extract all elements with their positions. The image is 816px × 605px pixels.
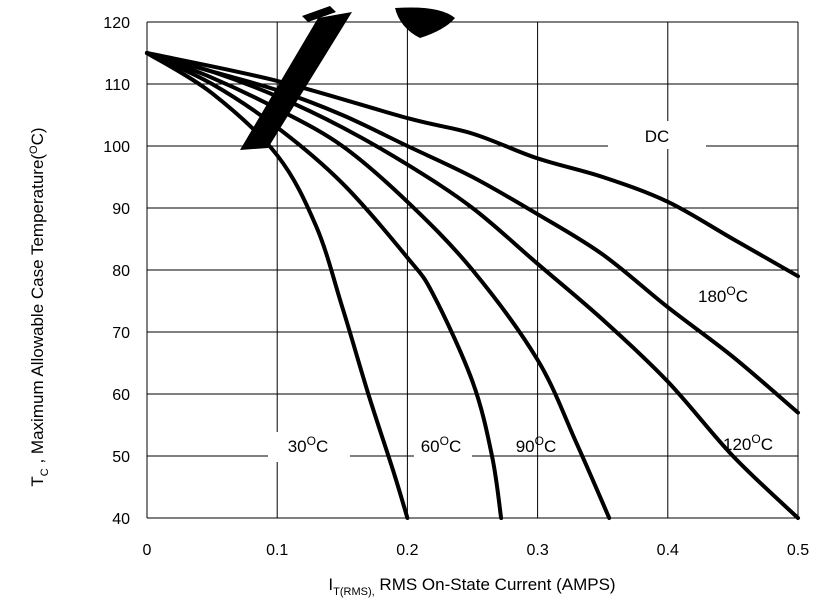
- series-curve-3: [145, 51, 612, 520]
- tick-labels: 0 0.1 0.2 0.3 0.4 0.5 40 50 60 70 80 90 100 110 120: [103, 15, 809, 559]
- x-axis-label: IT(RMS), RMS On-State Current (AMPS): [328, 575, 615, 598]
- series-curves: [145, 51, 800, 520]
- curve-label-t60: 60OC: [421, 434, 462, 456]
- y-axis-label: TC , Maximum Allowable Case Temperature(…: [28, 127, 51, 486]
- y-tick-label: 40: [112, 511, 130, 528]
- y-tick-label: 80: [112, 263, 130, 280]
- watermark-shape: [240, 6, 455, 150]
- series-curve-0: [145, 51, 800, 279]
- x-tick-label: 0.5: [787, 542, 809, 559]
- y-tick-label: 70: [112, 325, 130, 342]
- x-tick-label: 0.1: [266, 542, 288, 559]
- x-tick-label: 0.3: [526, 542, 548, 559]
- curve-label-t30: 30OC: [288, 434, 329, 456]
- x-tick-label: 0.4: [657, 542, 679, 559]
- label-background: [414, 432, 472, 462]
- y-tick-label: 110: [104, 77, 130, 94]
- curve-label-dc: DC: [645, 127, 670, 146]
- series-curve-2: [145, 51, 800, 520]
- curve-label-t180: 180OC: [698, 284, 748, 306]
- x-tick-label: 0.2: [396, 542, 418, 559]
- series-curve-1: [145, 51, 800, 415]
- curve-labels: DC 180OC 120OC 90OC 60OC 30OC: [268, 121, 773, 462]
- y-tick-label: 50: [112, 449, 130, 466]
- y-tick-label: 120: [103, 15, 130, 32]
- y-tick-label: 60: [112, 387, 130, 404]
- curve-label-t120: 120OC: [723, 432, 773, 454]
- label-background: [268, 432, 350, 462]
- curve-label-t90: 90OC: [516, 434, 557, 456]
- x-tick-label: 0: [143, 542, 152, 559]
- y-tick-label: 100: [103, 139, 130, 156]
- series-curve-4: [145, 51, 504, 520]
- y-tick-label: 90: [112, 201, 130, 218]
- label-background: [608, 121, 706, 149]
- series-curve-5: [145, 51, 410, 520]
